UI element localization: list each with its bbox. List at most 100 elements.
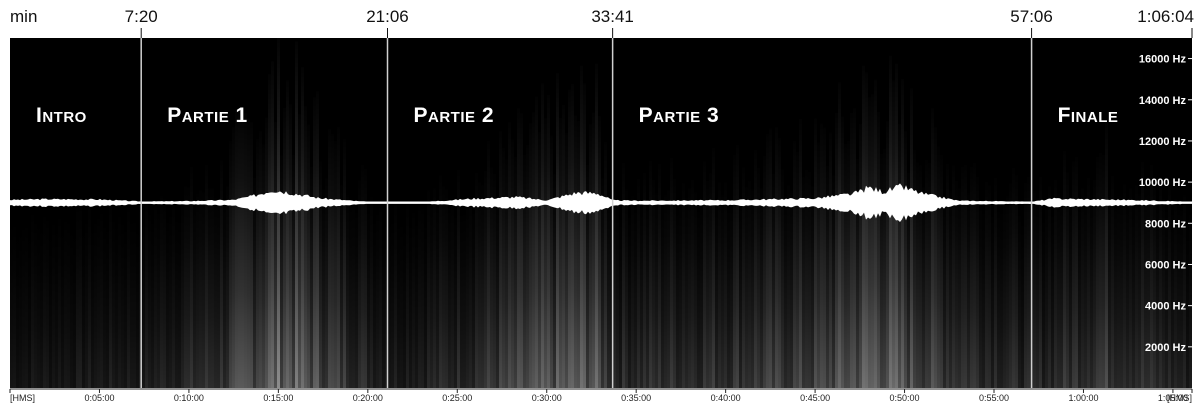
spectral-column: [1090, 198, 1093, 388]
spectral-column: [61, 235, 64, 388]
spectral-column: [730, 200, 733, 388]
spectral-column: [793, 140, 796, 388]
spectral-column: [130, 223, 133, 388]
spectral-column: [1129, 187, 1132, 388]
spectral-column: [1099, 152, 1102, 388]
spectral-column: [613, 190, 616, 388]
spectral-energy-layer: [10, 38, 1192, 389]
frequency-tick-label: 16000 Hz: [1139, 54, 1187, 66]
spectral-column: [361, 165, 364, 388]
spectral-column: [460, 215, 463, 388]
spectral-column: [763, 155, 766, 388]
spectral-column: [535, 96, 538, 388]
spectral-column: [1153, 180, 1156, 388]
spectral-column: [670, 157, 673, 388]
spectral-column: [691, 179, 694, 388]
time-axis-tick-label: [HMS]: [10, 393, 35, 403]
spectral-column: [994, 177, 997, 388]
spectral-column: [889, 55, 892, 388]
spectral-column: [1183, 194, 1186, 388]
spectral-column: [640, 204, 643, 388]
spectral-column: [1009, 182, 1012, 388]
spectral-column: [463, 214, 466, 388]
spectral-column: [844, 144, 847, 388]
spectral-column: [346, 194, 349, 388]
spectral-column: [577, 120, 580, 388]
spectral-column: [967, 193, 970, 388]
spectral-column: [205, 164, 208, 388]
spectral-column: [169, 217, 172, 388]
spectral-column: [700, 209, 703, 388]
spectral-column: [403, 232, 406, 388]
spectral-column: [1012, 168, 1015, 388]
spectral-column: [874, 79, 877, 388]
spectral-column: [124, 231, 127, 388]
spectral-column: [736, 145, 739, 388]
spectral-column: [769, 128, 772, 388]
spectral-column: [688, 187, 691, 388]
spectral-column: [415, 225, 418, 388]
spectral-column: [775, 127, 778, 389]
spectral-column: [250, 122, 253, 388]
spectral-column: [118, 216, 121, 388]
spectral-column: [745, 186, 748, 388]
spectral-column: [307, 124, 310, 388]
spectral-column: [100, 214, 103, 388]
spectral-column: [286, 80, 289, 388]
spectral-column: [1093, 179, 1096, 388]
spectral-column: [76, 207, 79, 388]
spectral-column: [838, 82, 841, 388]
spectral-column: [712, 147, 715, 388]
spectral-column: [382, 229, 385, 388]
spectral-column: [574, 115, 577, 388]
section-labels: Intro Partie 1 Partie 2 Partie 3 Finale: [36, 104, 1118, 127]
spectral-column: [808, 172, 811, 388]
spectral-column: [703, 161, 706, 388]
spectral-column: [529, 122, 532, 388]
spectral-column: [202, 191, 205, 388]
spectral-column: [781, 169, 784, 388]
spectral-column: [325, 178, 328, 388]
frequency-tick-label: 2000 Hz: [1145, 342, 1186, 354]
spectral-column: [715, 204, 718, 388]
time-axis-tick-label: 0:25:00: [442, 393, 472, 403]
spectral-column: [253, 177, 256, 388]
spectral-column: [358, 180, 361, 388]
spectral-column: [907, 172, 910, 388]
spectral-column: [733, 155, 736, 388]
frequency-tick-label: 14000 Hz: [1139, 95, 1187, 107]
spectral-column: [127, 207, 130, 388]
spectral-column: [1042, 223, 1045, 388]
spectral-column: [391, 223, 394, 388]
spectral-column: [334, 141, 337, 388]
spectral-column: [112, 221, 115, 388]
spectral-column: [739, 206, 742, 388]
spectral-column: [982, 213, 985, 388]
spectral-column: [772, 173, 775, 388]
time-axis-tick-label: [HMS]: [1167, 393, 1192, 403]
spectral-column: [1081, 187, 1084, 388]
spectral-column: [298, 114, 301, 388]
spectral-column: [496, 195, 499, 388]
time-mark-label: 1:06:04: [1137, 7, 1194, 26]
spectral-column: [886, 121, 889, 388]
spectral-column: [418, 206, 421, 388]
spectral-column: [481, 184, 484, 388]
spectral-column: [583, 83, 586, 389]
spectral-column: [223, 200, 226, 388]
spectral-column: [1132, 205, 1135, 388]
spectral-column: [934, 127, 937, 388]
spectral-column: [181, 202, 184, 388]
spectral-column: [421, 208, 424, 388]
spectral-column: [667, 189, 670, 388]
spectral-column: [1117, 195, 1120, 388]
spectral-column: [1141, 162, 1144, 388]
time-axis-tick-label: 0:55:00: [979, 393, 1009, 403]
spectral-column: [610, 201, 613, 388]
spectral-column: [445, 188, 448, 388]
spectral-column: [1114, 198, 1117, 388]
spectral-column: [265, 117, 268, 389]
frequency-tick-label: 6000 Hz: [1145, 259, 1186, 271]
spectral-column: [145, 199, 148, 388]
spectral-column: [451, 202, 454, 388]
